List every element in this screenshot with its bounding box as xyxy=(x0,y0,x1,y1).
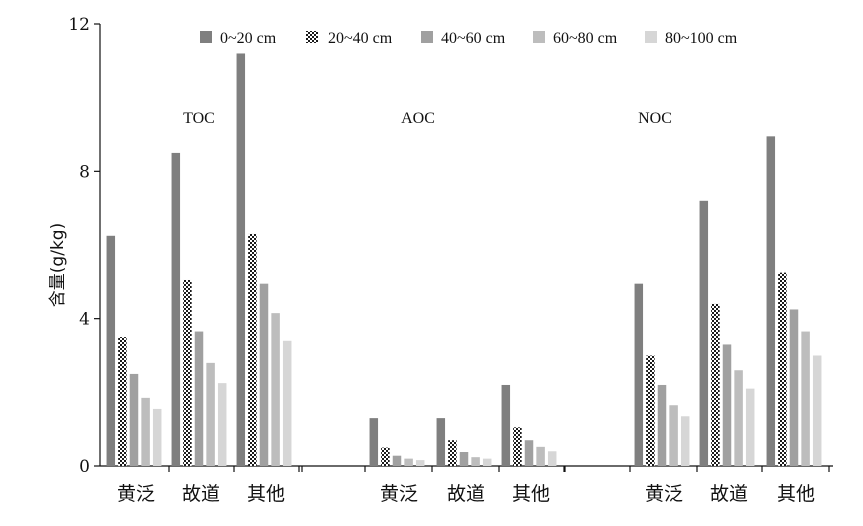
y-tick-label: 4 xyxy=(79,310,90,330)
bar-aoc-3-series-4 xyxy=(536,446,545,466)
x-category-label: 黄泛 xyxy=(117,483,155,505)
bar-toc-1-series-5 xyxy=(152,408,162,466)
legend-swatch-2 xyxy=(306,31,318,43)
bar-toc-3-series-5 xyxy=(282,340,292,466)
legend-label-2: 20~40 cm xyxy=(328,30,393,47)
y-axis-label: 含量(g/kg) xyxy=(48,223,68,307)
legend-label-1: 0~20 cm xyxy=(220,30,277,47)
bar-aoc-2-series-3 xyxy=(459,452,469,466)
bar-toc-3-series-1 xyxy=(236,53,246,466)
bar-aoc-2-series-4 xyxy=(471,457,480,466)
bar-aoc-2-series-2 xyxy=(448,440,457,466)
bar-noc-2-series-5 xyxy=(745,388,755,466)
legend-swatch-5 xyxy=(645,31,657,43)
bar-noc-1-series-5 xyxy=(680,416,690,466)
bar-aoc-2-series-1 xyxy=(436,418,446,466)
bar-aoc-3-series-1 xyxy=(501,384,511,466)
bar-toc-2-series-2 xyxy=(183,279,192,466)
bar-noc-1-series-4 xyxy=(669,405,678,466)
legend-label-4: 60~80 cm xyxy=(553,30,618,47)
x-category-label: 其他 xyxy=(247,483,285,505)
labels: 含量(g/kg) 黄泛 故道 其他 TOC 黄泛 故道 其他 AOC 黄泛 故道 其他 NOC xyxy=(48,110,815,505)
bar-aoc-1-series-5 xyxy=(415,460,425,466)
legend-label-3: 40~60 cm xyxy=(441,30,506,47)
bar-noc-3-series-1 xyxy=(766,136,776,466)
bar-toc-1-series-4 xyxy=(141,397,150,466)
bar-noc-2-series-2 xyxy=(711,303,720,466)
group-label-noc: NOC xyxy=(638,110,672,127)
x-category-label: 黄泛 xyxy=(380,483,418,505)
legend-swatch-3 xyxy=(421,31,433,43)
bar-toc-1-series-2 xyxy=(118,337,127,466)
x-category-label: 故道 xyxy=(710,483,748,505)
bar-aoc-2-series-5 xyxy=(482,458,492,466)
x-category-label: 黄泛 xyxy=(645,483,683,505)
bar-noc-2-series-4 xyxy=(734,370,743,466)
x-category-label: 故道 xyxy=(182,483,220,505)
bar-noc-1-series-1 xyxy=(634,283,644,466)
bar-noc-2-series-1 xyxy=(699,200,709,467)
legend: 0~20 cm 20~40 cm 40~60 cm 60~80 cm 80~100 cm xyxy=(200,30,738,47)
y-tick-label: 8 xyxy=(79,162,90,182)
bar-toc-3-series-4 xyxy=(271,313,280,466)
bar-aoc-1-series-2 xyxy=(381,447,390,466)
legend-label-5: 80~100 cm xyxy=(665,30,738,47)
group-label-toc: TOC xyxy=(183,110,215,127)
legend-swatch-4 xyxy=(533,31,545,43)
x-category-label: 故道 xyxy=(447,483,485,505)
x-category-label: 其他 xyxy=(777,483,815,505)
bar-aoc-1-series-1 xyxy=(369,418,379,466)
bar-noc-1-series-3 xyxy=(657,384,667,466)
bar-toc-2-series-4 xyxy=(206,362,215,466)
bar-toc-2-series-1 xyxy=(171,152,181,467)
bar-aoc-3-series-3 xyxy=(524,440,534,466)
bar-aoc-1-series-4 xyxy=(404,458,413,466)
bar-toc-2-series-5 xyxy=(217,383,227,467)
bar-toc-1-series-3 xyxy=(129,373,139,466)
bar-toc-3-series-2 xyxy=(248,233,257,466)
bar-toc-3-series-3 xyxy=(259,283,269,466)
bars xyxy=(106,53,822,467)
bar-aoc-3-series-5 xyxy=(547,451,557,466)
bar-toc-1-series-1 xyxy=(106,235,116,466)
bar-aoc-3-series-2 xyxy=(513,427,522,466)
group-label-aoc: AOC xyxy=(401,110,435,127)
legend-swatch-1 xyxy=(200,31,212,43)
bar-noc-1-series-2 xyxy=(646,355,655,466)
bar-noc-3-series-2 xyxy=(778,272,787,467)
bar-aoc-1-series-3 xyxy=(392,455,402,466)
bar-noc-2-series-3 xyxy=(722,344,732,466)
x-category-label: 其他 xyxy=(512,483,550,505)
bar-noc-3-series-4 xyxy=(801,331,810,466)
y-tick-label: 12 xyxy=(68,15,90,35)
bar-noc-3-series-3 xyxy=(789,309,799,466)
bar-noc-3-series-5 xyxy=(812,355,822,466)
bar-toc-2-series-3 xyxy=(194,331,204,466)
y-tick-label: 0 xyxy=(79,457,90,477)
